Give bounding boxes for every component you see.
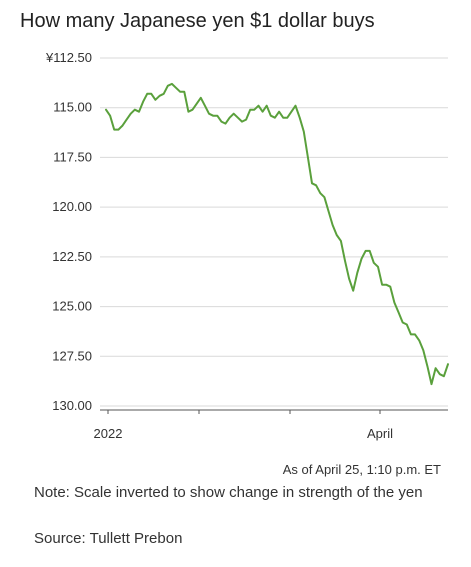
chart-title: How many Japanese yen $1 dollar buys [20,10,375,32]
y-tick-label: 125.00 [52,299,92,314]
y-tick-label: 127.50 [52,348,92,363]
yen-line-chart: ¥112.50 115.00 117.50 120.00 122.50 125.00 127… [45,50,449,441]
chart-note: Note: Scale inverted to show change in s… [34,484,423,501]
chart-source: Source: Tullett Prebon [34,530,183,547]
x-tick-label: April [367,426,393,441]
timestamp: As of April 25, 1:10 p.m. ET [282,462,441,477]
x-tick-label: 2022 [94,426,123,441]
y-tick-label: ¥112.50 [45,50,92,65]
series-line [105,82,449,386]
y-tick-label: 115.00 [53,100,92,115]
y-tick-label: 120.00 [52,199,92,214]
y-tick-label: 122.50 [52,249,92,264]
y-tick-label: 117.50 [53,149,92,164]
y-tick-label: 130.00 [52,398,92,413]
